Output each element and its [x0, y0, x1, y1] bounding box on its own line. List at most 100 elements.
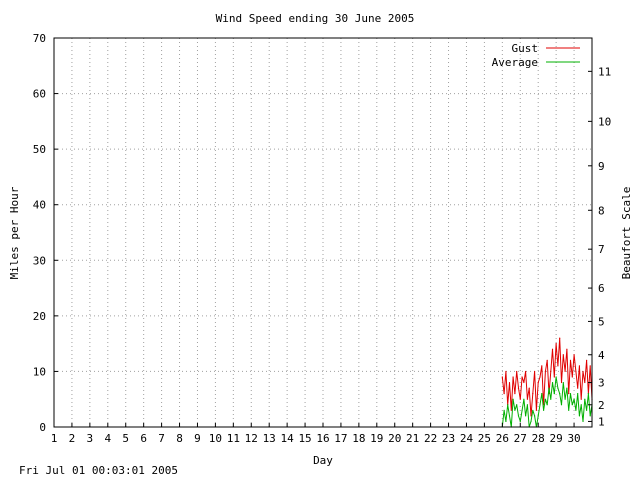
data-point-average — [589, 415, 591, 417]
data-point-gust — [503, 393, 505, 395]
x-tick-label: 16 — [316, 432, 329, 445]
data-point-average — [514, 409, 516, 411]
x-tick-label: 11 — [227, 432, 240, 445]
x-tick-label: 29 — [550, 432, 563, 445]
x-tick-label: 7 — [158, 432, 165, 445]
data-point-gust — [530, 415, 532, 417]
data-point-gust — [508, 381, 511, 384]
data-point-gust — [555, 343, 557, 345]
data-point-gust — [580, 398, 582, 400]
data-point-gust — [559, 337, 561, 339]
x-tick-label: 8 — [176, 432, 183, 445]
chart-title: Wind Speed ending 30 June 2005 — [216, 12, 415, 25]
y-tick-label: 50 — [33, 143, 46, 156]
data-point-gust — [514, 393, 516, 395]
data-point-gust — [523, 381, 525, 384]
beaufort-tick-label: 6 — [598, 282, 605, 295]
data-point-gust — [519, 398, 521, 400]
y-tick-label: 0 — [39, 421, 46, 434]
data-point-gust — [562, 354, 564, 356]
x-tick-label: 6 — [140, 432, 147, 445]
data-point-gust — [571, 376, 573, 378]
data-point-average — [516, 404, 518, 406]
x-tick-label: 23 — [442, 432, 455, 445]
data-point-average — [525, 415, 527, 417]
data-point-gust — [521, 376, 523, 378]
data-point-average — [587, 393, 590, 395]
x-tick-label: 22 — [424, 432, 437, 445]
data-point-gust — [564, 370, 566, 373]
x-tick-label: 9 — [194, 432, 201, 445]
x-tick-label: 30 — [567, 432, 580, 445]
data-point-average — [532, 409, 534, 411]
data-point-gust — [546, 359, 548, 361]
data-point-gust — [586, 359, 588, 361]
x-tick-label: 4 — [104, 432, 111, 445]
x-tick-label: 28 — [532, 432, 545, 445]
timestamp: Fri Jul 01 00:03:01 2005 — [19, 464, 178, 477]
data-point-gust — [582, 370, 584, 373]
data-point-average — [584, 398, 586, 400]
data-point-average — [555, 376, 557, 378]
data-point-average — [557, 387, 559, 389]
data-point-gust — [575, 370, 577, 373]
x-tick-label: 24 — [460, 432, 474, 445]
data-point-average — [553, 393, 555, 395]
y-tick-label: 40 — [33, 199, 46, 212]
x-axis-label: Day — [313, 454, 333, 467]
beaufort-tick-label: 7 — [598, 243, 605, 256]
data-point-gust — [535, 409, 538, 411]
data-point-average — [586, 409, 588, 411]
data-point-average — [566, 387, 568, 389]
series-layer — [501, 337, 593, 428]
data-point-average — [575, 409, 577, 411]
data-point-average — [517, 415, 520, 417]
data-point-gust — [526, 398, 529, 400]
x-tick-label: 25 — [478, 432, 491, 445]
data-point-average — [519, 420, 521, 423]
data-point-gust — [534, 370, 536, 373]
data-point-average — [530, 420, 532, 423]
x-tick-label: 5 — [122, 432, 129, 445]
y-tick-label: 70 — [33, 32, 46, 45]
data-point-gust — [566, 348, 568, 350]
data-point-average — [534, 415, 536, 417]
data-point-gust — [573, 354, 575, 356]
y-tick-label: 20 — [33, 310, 46, 323]
x-tick-label: 27 — [514, 432, 527, 445]
data-point-average — [503, 409, 505, 411]
data-point-gust — [584, 381, 586, 384]
data-point-average — [526, 404, 529, 406]
data-point-gust — [517, 387, 520, 389]
data-point-gust — [550, 370, 552, 373]
data-point-gust — [537, 381, 539, 384]
data-point-average — [578, 415, 581, 417]
beaufort-tick-label: 10 — [598, 115, 611, 128]
data-point-gust — [553, 376, 555, 378]
x-tick-label: 3 — [87, 432, 94, 445]
data-point-gust — [528, 387, 530, 389]
data-point-average — [564, 398, 566, 400]
data-point-gust — [557, 365, 559, 367]
beaufort-tick-label: 5 — [598, 315, 605, 328]
legend-label: Gust — [512, 42, 539, 55]
data-point-average — [562, 381, 564, 384]
data-point-gust — [578, 365, 581, 367]
data-point-average — [512, 398, 514, 400]
data-point-average — [577, 393, 579, 395]
data-point-gust — [512, 376, 514, 378]
y-tick-label: 60 — [33, 88, 46, 101]
data-point-average — [551, 381, 554, 384]
legend-label: Average — [492, 56, 538, 69]
x-tick-label: 26 — [496, 432, 509, 445]
data-point-average — [573, 398, 575, 400]
y-axis-label: Miles per Hour — [8, 186, 21, 279]
x-tick-label: 1 — [51, 432, 58, 445]
x-tick-label: 17 — [334, 432, 347, 445]
data-point-average — [537, 415, 539, 417]
data-point-average — [571, 404, 573, 406]
data-point-gust — [501, 376, 503, 378]
